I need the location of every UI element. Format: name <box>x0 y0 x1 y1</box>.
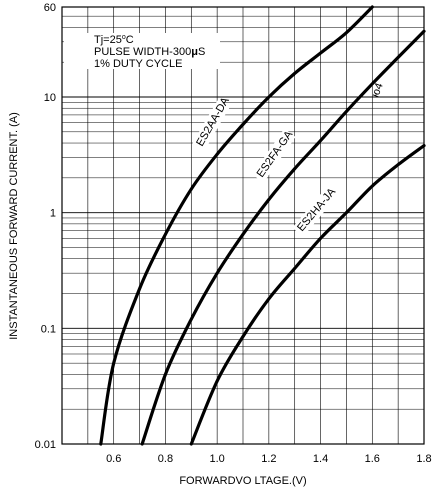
y-tick-label: 60 <box>44 2 56 14</box>
plot-frame <box>61 6 425 445</box>
x-tick-label: 1.6 <box>365 453 380 465</box>
corner-mark: ю4 <box>370 81 386 99</box>
x-tick-label: 1.0 <box>209 453 224 465</box>
series-line-es2ha-ja <box>189 144 426 446</box>
curve-layer <box>99 5 426 446</box>
x-axis-title: FORWARDVO LTAGE.(V) <box>179 475 306 487</box>
curve-label-es2ha-ja: ES2HA-JA <box>292 185 339 237</box>
grid-layer <box>62 6 424 444</box>
x-tick-label: 1.4 <box>313 453 328 465</box>
annotation-line-1: Tj=25oC <box>94 34 134 46</box>
x-tick-label: 1.8 <box>416 453 431 465</box>
series-line-es2fa-ga <box>140 29 426 446</box>
svg-text:ES2AA-DA: ES2AA-DA <box>194 95 232 149</box>
y-tick-label: 0.1 <box>41 323 56 335</box>
tick-layer: 0.6 0.8 1.0 1.2 1.4 1.6 1.8 0.01 0.1 1 10 60 <box>35 2 432 465</box>
series-line-es2aa-da <box>99 5 374 446</box>
annotation-box <box>64 33 220 69</box>
x-tick-label: 0.8 <box>158 453 173 465</box>
y-tick-label: 1 <box>50 208 56 220</box>
svg-text:ES2FA-GA: ES2FA-GA <box>255 128 296 179</box>
annotation-line-3: 1% DUTY CYCLE <box>94 58 182 70</box>
x-tick-label: 0.6 <box>106 453 121 465</box>
y-tick-label: 0.01 <box>35 439 56 451</box>
annotation-line-2: PULSE WIDTH-300μS <box>94 46 205 58</box>
y-tick-label: 10 <box>44 92 56 104</box>
y-axis-title: INSTANTANEOUS FORWARD CURRENT. (A) <box>8 112 20 340</box>
x-tick-label: 1.2 <box>261 453 276 465</box>
